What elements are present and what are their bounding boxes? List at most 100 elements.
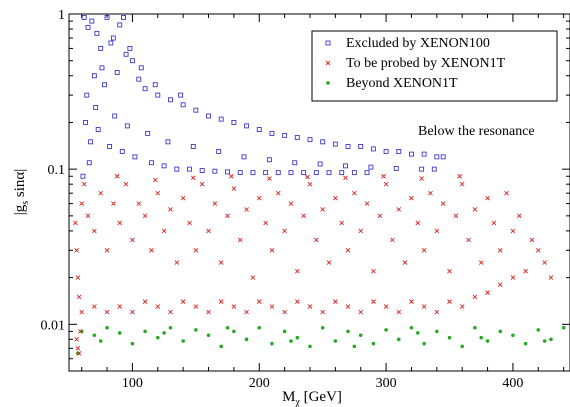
data-point-beyond — [92, 333, 97, 338]
data-point-beyond — [320, 325, 325, 330]
data-point-excluded — [256, 127, 262, 132]
data-point-excluded — [88, 139, 94, 145]
data-point-excluded — [123, 51, 129, 57]
data-point-excluded — [190, 144, 196, 149]
data-point-probed — [256, 299, 262, 304]
data-point-probed — [419, 176, 424, 181]
data-point-probed — [187, 220, 192, 226]
data-point-probed — [510, 228, 516, 234]
data-point-probed — [267, 176, 272, 181]
data-point-beyond — [542, 339, 547, 343]
data-point-excluded — [102, 82, 107, 88]
data-point-excluded — [132, 154, 138, 160]
data-point-probed — [142, 299, 148, 304]
data-point-excluded — [145, 130, 151, 136]
legend-entry: Beyond XENON1T — [326, 76, 458, 91]
series-1 — [73, 173, 554, 356]
y-tick-label: 0.01 — [41, 318, 66, 333]
data-point-probed — [383, 181, 389, 187]
data-point-probed — [98, 190, 104, 196]
data-point-excluded — [85, 24, 91, 30]
data-point-probed — [225, 213, 230, 219]
data-point-probed — [491, 220, 497, 226]
data-point-probed — [320, 309, 325, 315]
data-point-excluded — [152, 82, 158, 88]
data-point-beyond — [219, 344, 224, 349]
data-point-excluded — [370, 146, 376, 152]
data-point-excluded — [396, 149, 402, 154]
data-point-excluded — [81, 15, 87, 20]
series-2 — [76, 325, 566, 356]
data-point-excluded — [127, 45, 133, 51]
data-point-beyond — [117, 331, 122, 335]
data-point-probed — [74, 337, 79, 342]
plot-frame — [68, 13, 570, 372]
data-point-excluded — [108, 40, 114, 46]
data-point-probed — [529, 237, 535, 243]
data-point-probed — [244, 309, 249, 315]
data-point-probed — [73, 220, 78, 226]
data-point-beyond — [244, 337, 249, 342]
data-point-probed — [123, 181, 129, 187]
data-point-probed — [314, 237, 319, 243]
data-point-probed — [76, 351, 82, 356]
data-point-excluded — [421, 151, 427, 157]
y-axis-label: |gs sinα| — [12, 169, 31, 216]
data-point-probed — [142, 213, 148, 219]
data-point-beyond — [358, 333, 363, 338]
data-point-excluded — [250, 170, 256, 176]
data-point-probed — [325, 60, 331, 66]
data-point-probed — [548, 275, 554, 280]
data-point-probed — [231, 304, 237, 309]
data-point-excluded — [165, 139, 171, 145]
data-point-probed — [180, 299, 186, 304]
data-point-probed — [333, 299, 338, 304]
data-point-beyond — [143, 329, 147, 334]
data-point-excluded — [368, 164, 374, 170]
data-point-probed — [199, 181, 205, 187]
data-point-probed — [307, 304, 313, 309]
data-point-probed — [305, 174, 310, 180]
data-point-probed — [155, 190, 161, 196]
data-point-excluded — [326, 170, 332, 176]
data-point-probed — [282, 228, 287, 234]
data-point-probed — [396, 309, 402, 315]
data-point-probed — [523, 268, 528, 274]
data-point-excluded — [431, 166, 437, 172]
y-tick-label: 0.1 — [48, 163, 66, 178]
data-point-excluded — [104, 15, 110, 20]
data-point-excluded — [161, 163, 167, 169]
data-point-probed — [152, 177, 158, 183]
data-point-excluded — [275, 170, 281, 176]
data-point-probed — [75, 275, 81, 280]
data-point-probed — [339, 220, 345, 226]
data-point-beyond — [155, 335, 160, 340]
legend-label: Excluded by XENON100 — [346, 36, 490, 51]
data-point-probed — [75, 346, 81, 351]
data-point-beyond — [194, 328, 198, 332]
data-point-probed — [155, 304, 161, 309]
data-point-beyond — [346, 329, 350, 334]
data-point-probed — [250, 275, 256, 280]
x-tick-label: 400 — [502, 376, 523, 391]
data-point-probed — [333, 195, 338, 201]
data-point-excluded — [93, 104, 99, 110]
data-point-beyond — [409, 325, 414, 330]
data-point-excluded — [193, 107, 199, 113]
data-point-excluded — [136, 76, 142, 82]
data-point-excluded — [419, 166, 425, 172]
data-point-probed — [130, 237, 135, 243]
series-0 — [80, 15, 446, 179]
data-point-probed — [415, 220, 421, 226]
data-point-probed — [345, 304, 351, 309]
data-point-excluded — [107, 144, 113, 149]
data-point-probed — [269, 304, 275, 309]
data-point-probed — [114, 173, 120, 179]
data-point-excluded — [292, 160, 298, 166]
data-point-probed — [434, 309, 440, 315]
data-point-probed — [345, 247, 351, 253]
data-point-excluded — [112, 113, 118, 119]
data-point-beyond — [232, 329, 236, 334]
data-point-excluded — [148, 160, 154, 166]
data-point-excluded — [168, 97, 173, 103]
